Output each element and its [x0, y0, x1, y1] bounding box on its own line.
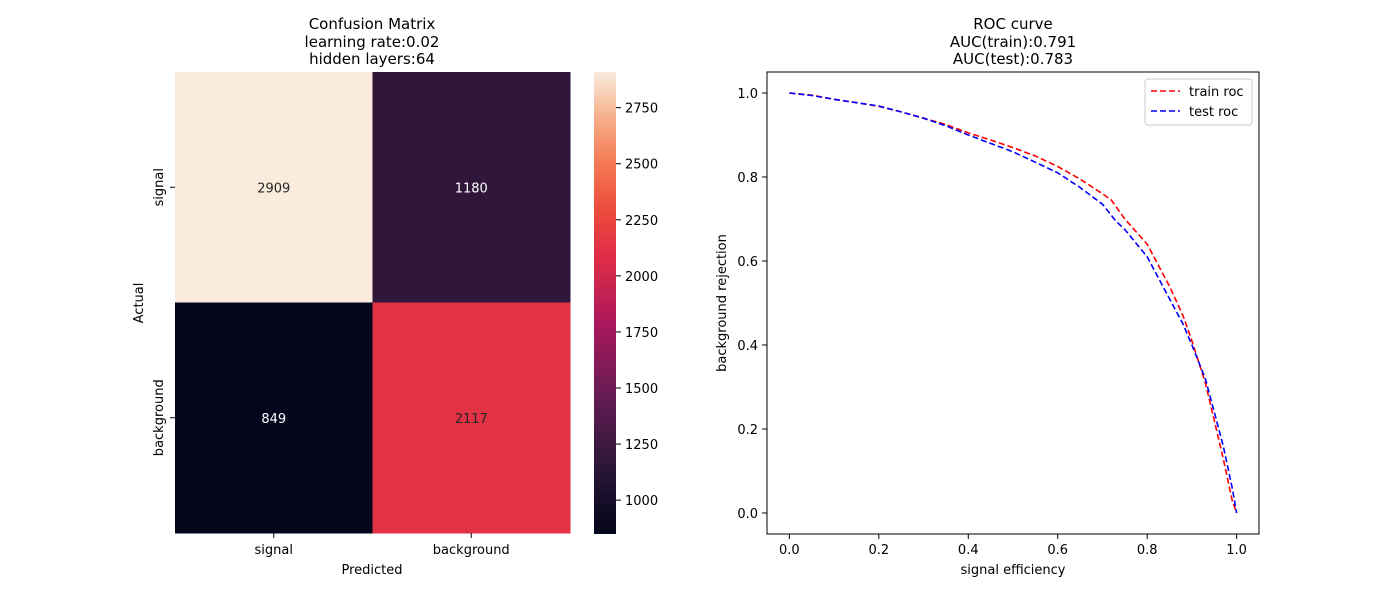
heatmap-x-tick-label: signal [255, 543, 293, 558]
roc-series-line-1 [789, 92, 1238, 514]
heatmap-title-line-3: hidden layers:64 [309, 50, 435, 68]
roc-title-line-2: AUC(train):0.791 [950, 33, 1076, 51]
colorbar-gradient [594, 72, 616, 534]
heatmap-cell-value-1-1: 2117 [455, 412, 488, 427]
roc-y-axis-label: background rejection [715, 234, 730, 372]
roc-x-tick-label: 0.6 [1047, 543, 1068, 558]
roc-y-tick-label: 0.6 [737, 255, 758, 270]
roc-plot: 0.0 0.2 0.4 0.6 0.8 1.0 0.0 0.2 0.4 0.6 0.8 1.0 trai… [737, 71, 1260, 558]
heatmap-title-line-2: learning rate:0.02 [305, 33, 440, 51]
heatmap-cell-value-0-0: 2909 [257, 181, 290, 196]
roc-x-tick-label: 0.4 [958, 543, 979, 558]
roc-y-tick-label: 0.8 [737, 171, 758, 186]
colorbar: 1000 1250 1500 1750 2000 2250 2500 2750 [594, 72, 658, 534]
roc-legend: train roc test roc [1144, 78, 1253, 126]
colorbar-tick-label: 2000 [625, 270, 658, 285]
roc-x-axis-label: signal efficiency [961, 563, 1066, 578]
colorbar-tick-label: 2750 [625, 102, 658, 117]
colorbar-tick-label: 1500 [625, 382, 658, 397]
roc-axes-frame [766, 71, 1260, 535]
heatmap-cell-1-0 [175, 302, 373, 534]
colorbar-tick-label: 1750 [625, 326, 658, 341]
roc-legend-label-0: train roc [1189, 85, 1244, 100]
colorbar-tick-label: 2250 [625, 214, 658, 229]
colorbar-tick-label: 1000 [625, 494, 658, 509]
heatmap-y-axis-label: Actual [132, 283, 147, 324]
heatmap-cell-value-1-0: 849 [261, 412, 286, 427]
roc-title-line-1: ROC curve [973, 15, 1053, 33]
heatmap-y-tick-label: background [152, 379, 167, 456]
roc-y-tick-label: 1.0 [737, 87, 758, 102]
roc-x-tick-label: 0.8 [1137, 543, 1158, 558]
heatmap-y-tick-label: signal [152, 168, 167, 206]
confusion-matrix-heatmap: 2909 1180 849 2117 signal background signal bac… [152, 72, 571, 558]
heatmap-x-axis-label: Predicted [341, 563, 402, 578]
roc-y-tick-label: 0.0 [737, 507, 758, 522]
heatmap-cell-1-1 [372, 302, 571, 534]
roc-x-tick-label: 0.0 [779, 543, 800, 558]
roc-title-line-3: AUC(test):0.783 [953, 50, 1073, 68]
heatmap-cell-0-1 [372, 72, 571, 303]
heatmap-x-tick-label: background [433, 543, 510, 558]
roc-y-tick-label: 0.2 [737, 423, 758, 438]
colorbar-tick-label: 2500 [625, 158, 658, 173]
heatmap-cell-value-0-1: 1180 [455, 181, 488, 196]
heatmap-title-line-1: Confusion Matrix [309, 15, 436, 33]
roc-x-tick-label: 0.2 [868, 543, 889, 558]
roc-legend-label-1: test roc [1189, 105, 1238, 120]
roc-x-tick-label: 1.0 [1226, 543, 1247, 558]
heatmap-cell-0-0 [175, 72, 373, 303]
roc-y-tick-label: 0.4 [737, 339, 758, 354]
colorbar-tick-label: 1250 [625, 438, 658, 453]
